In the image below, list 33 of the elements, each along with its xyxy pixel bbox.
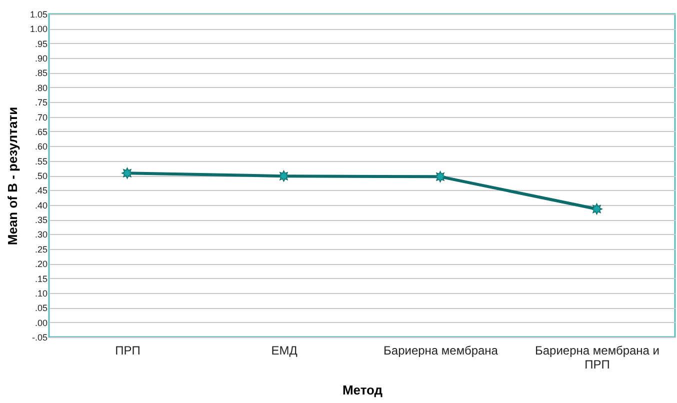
point [122, 168, 133, 179]
y-axis-title: Mean of B - резултати [4, 106, 20, 246]
y-tick-label: .05 [34, 303, 48, 314]
y-tick-label: 1.05 [30, 10, 48, 20]
y-tick-label: .60 [34, 142, 48, 152]
point [591, 203, 602, 215]
y-tick-label: .25 [34, 244, 48, 254]
y-tick-label: .20 [34, 259, 48, 270]
y-tick-label: .95 [34, 38, 48, 49]
x-tick-label: ПРП [115, 344, 140, 358]
x-tick-label: Бариерна мембрана [384, 344, 498, 358]
y-tick-label: 1.00 [30, 24, 48, 34]
y-tick-label: .90 [34, 54, 48, 64]
x-axis-title: Метод [342, 382, 384, 398]
x-tick-label: Бариерна мембрана и ПРП [534, 344, 660, 372]
y-tick-label: .45 [34, 186, 48, 196]
y-tick-label: .70 [34, 112, 48, 122]
y-tick-label: .15 [34, 274, 48, 284]
point [434, 171, 446, 182]
y-tick-label: .40 [34, 200, 48, 210]
y-tick-label: .85 [34, 68, 48, 78]
y-tick-label: .00 [34, 318, 48, 328]
y-tick-label: .75 [34, 98, 48, 108]
y-tick-label: .55 [34, 156, 48, 166]
x-tick-label: ЕМД [271, 344, 298, 358]
point [278, 170, 290, 182]
y-tick-label: .10 [34, 288, 48, 298]
y-tick-label: .30 [34, 230, 48, 240]
y-tick-label: .80 [34, 82, 48, 93]
y-tick-label: .50 [34, 171, 48, 181]
y-tick-label: -.05 [32, 332, 48, 342]
y-tick-label: .65 [34, 126, 48, 137]
y-tick-label: .35 [34, 215, 48, 226]
